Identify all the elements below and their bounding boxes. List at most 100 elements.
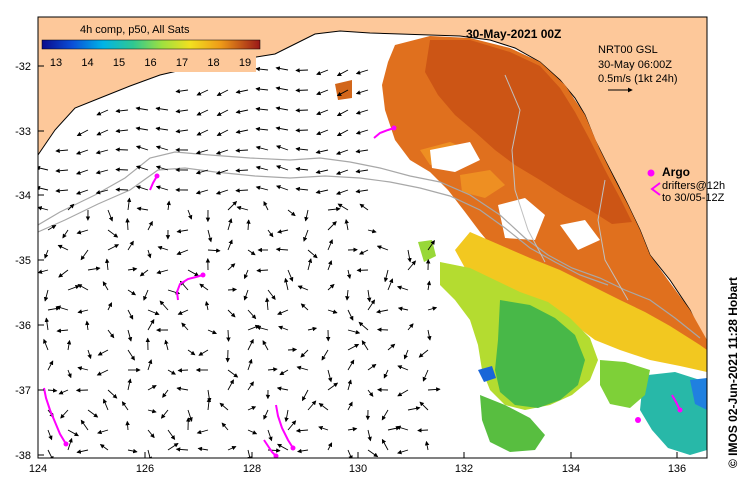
drifter-track (263, 439, 277, 457)
current-vector (175, 447, 189, 452)
colorbar-tick-label: 17 (176, 57, 188, 69)
current-vector (87, 409, 99, 418)
current-vector (107, 389, 118, 399)
current-vector (155, 106, 169, 111)
current-vector (227, 287, 238, 292)
current-vector (177, 368, 189, 373)
current-vector (275, 126, 289, 131)
current-vector (215, 149, 229, 155)
x-tick-label: 126 (136, 463, 154, 475)
current-vector (316, 109, 329, 116)
current-vector (155, 126, 169, 131)
current-vector (44, 317, 50, 331)
drifter-track (671, 394, 681, 411)
current-vector (135, 165, 149, 171)
current-vector (216, 129, 229, 136)
current-vector (256, 268, 269, 273)
current-vector (227, 200, 238, 211)
current-vector (57, 244, 69, 251)
current-vector (267, 367, 278, 372)
current-vector (127, 289, 137, 296)
current-vector (422, 369, 429, 382)
current-vector (204, 300, 210, 311)
current-vector (147, 359, 153, 371)
current-vector (226, 329, 231, 342)
sst-yellow-band (455, 232, 707, 372)
current-vector (175, 108, 189, 114)
current-vector (135, 106, 149, 111)
current-vector (127, 378, 132, 391)
current-vector (243, 289, 249, 301)
current-vector (197, 446, 209, 452)
current-vector (235, 188, 249, 193)
current-vector (345, 289, 350, 301)
current-vector (102, 281, 109, 291)
current-vector (67, 369, 72, 379)
current-vector (219, 402, 229, 411)
current-vector (275, 185, 289, 191)
current-vector (47, 429, 53, 441)
argo-legend: Argo drifters@12h to 30/05-12Z (647, 165, 725, 204)
current-vector (215, 169, 229, 175)
current-vector (235, 129, 249, 134)
current-vector (43, 289, 49, 302)
current-vector (247, 406, 257, 411)
current-vector (196, 109, 209, 116)
current-vector (327, 260, 333, 271)
current-vector (255, 185, 269, 191)
current-vector (157, 245, 169, 251)
current-vector (284, 277, 289, 291)
current-vector (355, 189, 369, 194)
current-vector (235, 109, 249, 114)
current-vector (85, 320, 90, 331)
y-tick-label: -33 (15, 126, 31, 138)
current-vector (335, 189, 349, 195)
current-vector (96, 109, 109, 116)
current-vector (67, 203, 75, 211)
current-vector (307, 258, 313, 271)
current-vectors (38, 66, 441, 458)
current-vector (187, 209, 193, 220)
current-vector (97, 349, 109, 356)
current-vector (295, 166, 309, 172)
current-vector (247, 429, 258, 435)
model-label: NRT00 GSL (598, 44, 658, 56)
bathymetry-contour (38, 151, 701, 339)
current-vector (43, 338, 49, 351)
current-vector (215, 189, 229, 195)
current-vector (207, 329, 217, 335)
current-vector (76, 229, 89, 235)
current-vector (367, 299, 376, 311)
current-vector (315, 149, 329, 155)
current-vector (187, 349, 196, 356)
current-vector (187, 269, 200, 277)
current-vector (107, 302, 113, 311)
current-vector (407, 260, 416, 271)
current-vector (143, 289, 149, 301)
current-vector (397, 449, 409, 455)
current-vector (47, 360, 54, 371)
colorbar-tick-label: 14 (81, 57, 93, 69)
current-vector (187, 409, 193, 422)
current-vector (300, 349, 309, 358)
current-vector (327, 206, 341, 212)
current-vector (38, 269, 49, 274)
current-vector (67, 285, 80, 291)
current-vector (279, 369, 289, 376)
sst-deep-orange (425, 40, 632, 224)
current-vector (367, 389, 374, 397)
current-vector (387, 343, 396, 351)
current-vector (135, 185, 149, 191)
x-tick-label: 130 (349, 463, 367, 475)
current-vector (256, 325, 269, 331)
current-vector (166, 200, 171, 211)
current-vector (267, 429, 273, 442)
current-vector (147, 449, 153, 458)
current-vector (347, 379, 352, 391)
current-vector (295, 128, 309, 133)
current-vector (227, 218, 233, 231)
current-vector (355, 149, 369, 154)
colorbar-tick-label: 19 (239, 57, 251, 69)
current-vector (66, 339, 72, 351)
current-vector (307, 400, 317, 411)
